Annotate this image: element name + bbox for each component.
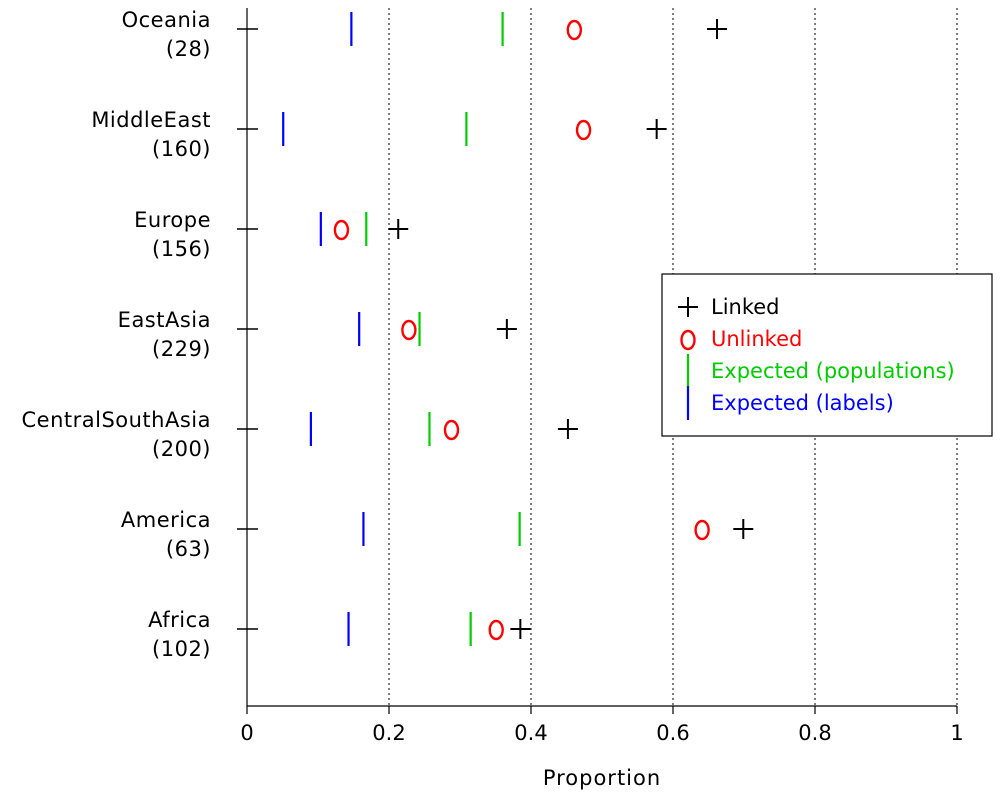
linked-point [388, 219, 409, 239]
category-label: America [121, 508, 211, 532]
legend-label: Expected (populations) [711, 359, 955, 383]
category-label: Europe [134, 208, 211, 232]
unlinked-point [488, 619, 504, 641]
data-marks [282, 12, 754, 646]
unlinked-point [566, 19, 583, 41]
category-label: CentralSouthAsia [21, 408, 211, 432]
grid [388, 8, 958, 706]
x-ticks: 0 0.2 0.4 0.6 0.8 1 [240, 706, 964, 745]
linked-point [733, 519, 754, 539]
y-categories: Africa (102) America (63) CentralSouthAsia (2… [21, 8, 258, 661]
legend-label: Unlinked [711, 327, 802, 351]
x-tick-label: 0 [240, 721, 253, 745]
x-tick-label: 0.4 [514, 721, 547, 745]
category-count: (229) [152, 337, 211, 361]
category-count: (160) [152, 137, 211, 161]
category-count: (200) [152, 437, 211, 461]
legend-label: Expected (labels) [711, 391, 894, 415]
unlinked-point [333, 219, 350, 241]
linked-point [496, 319, 517, 339]
legend-marker [680, 329, 696, 351]
category-label: Oceania [122, 8, 211, 32]
category-count: (63) [166, 537, 211, 561]
legend-label: Linked [711, 295, 780, 319]
unlinked-point [443, 419, 460, 441]
category-label: MiddleEast [91, 108, 211, 132]
category-count: (28) [166, 37, 211, 61]
legend: Linked Unlinked Expected (populations) Expe… [661, 273, 993, 437]
unlinked-point [575, 119, 592, 141]
category-count: (102) [152, 637, 211, 661]
legend-box [661, 273, 993, 437]
category-label: EastAsia [118, 308, 211, 332]
category-label: Africa [148, 608, 211, 632]
x-tick-label: 1 [950, 721, 963, 745]
x-axis-label: Proportion [543, 766, 661, 790]
unlinked-point [694, 519, 710, 541]
linked-point [557, 419, 578, 439]
x-tick-label: 0.8 [798, 721, 831, 745]
category-count: (156) [152, 237, 211, 261]
x-tick-label: 0.2 [372, 721, 405, 745]
linked-point [510, 619, 531, 639]
unlinked-point [401, 319, 417, 341]
linked-point [646, 119, 667, 139]
linked-point [707, 19, 728, 39]
x-tick-label: 0.6 [656, 721, 689, 745]
legend-marker [678, 297, 698, 317]
